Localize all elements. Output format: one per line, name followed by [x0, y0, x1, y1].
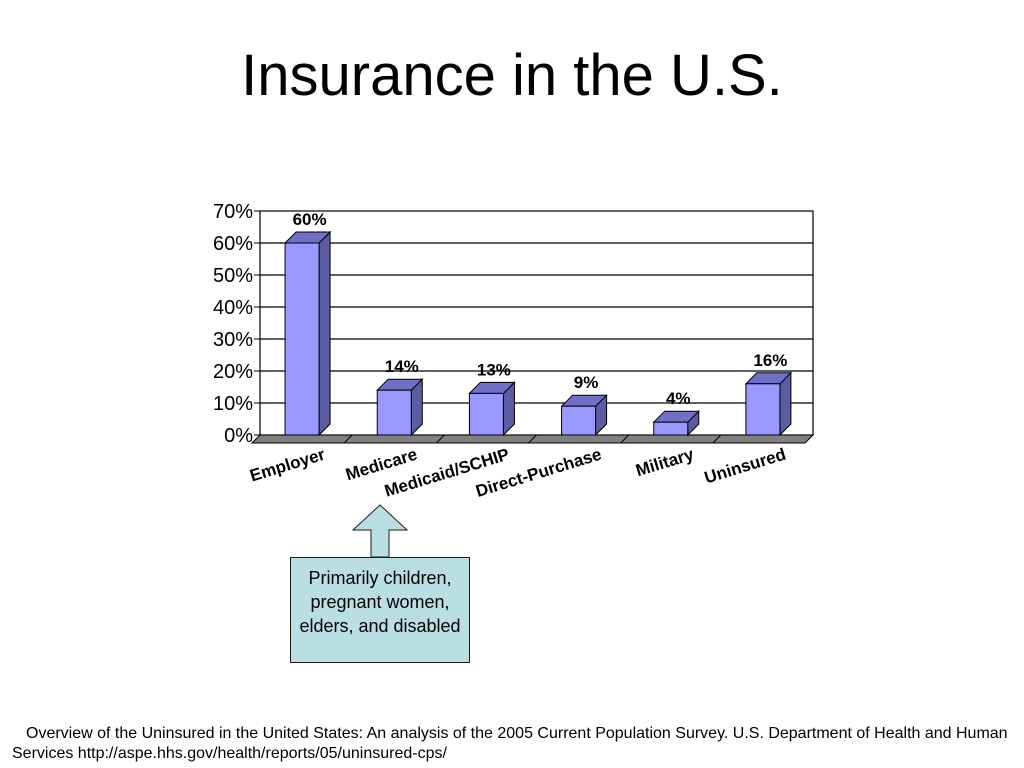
x-tick-mark — [343, 434, 353, 444]
bar-side-face — [318, 230, 331, 437]
data-label: 13% — [477, 360, 511, 379]
x-tick-mark — [435, 434, 445, 444]
x-tick-label: Employer — [248, 445, 328, 486]
y-tick-label: 10% — [213, 393, 253, 415]
bar — [745, 383, 781, 436]
bar — [376, 389, 412, 436]
y-tick-label: 30% — [213, 329, 253, 351]
medicaid-callout-box: Primarily children, pregnant women, elde… — [290, 557, 470, 663]
y-tick-label: 40% — [213, 297, 253, 319]
data-label: 16% — [753, 351, 787, 370]
y-tick-label: 20% — [213, 361, 253, 383]
x-tick-mark — [620, 434, 630, 444]
y-tick-label: 0% — [224, 425, 253, 447]
up-arrow-icon — [351, 504, 409, 558]
y-tick-label: 70% — [213, 201, 253, 223]
bar — [653, 421, 689, 436]
x-tick-label: Military — [633, 445, 696, 481]
data-label: 4% — [666, 389, 691, 408]
y-tick-label: 60% — [213, 233, 253, 255]
x-tick-mark — [528, 434, 537, 444]
bar — [468, 392, 504, 436]
slide-title: Insurance in the U.S. — [241, 43, 783, 108]
data-label: 9% — [574, 373, 599, 392]
data-label: 60% — [293, 210, 327, 229]
plot-area — [259, 210, 814, 436]
x-tick-label: Uninsured — [702, 445, 788, 488]
source-footnote: Overview of the Uninsured in the United … — [12, 725, 1008, 762]
data-label: 14% — [385, 357, 419, 376]
bar — [561, 405, 597, 436]
y-tick-label: 50% — [213, 265, 253, 287]
bar — [284, 242, 320, 436]
x-tick-mark — [712, 434, 722, 444]
